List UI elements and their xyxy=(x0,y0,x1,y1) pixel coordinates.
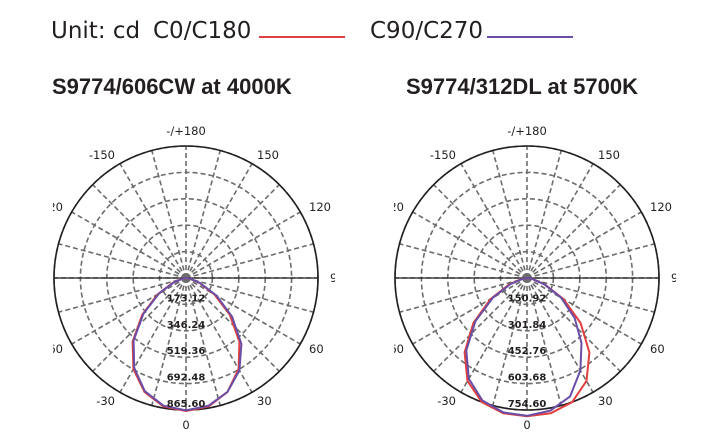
angle-label: -60 xyxy=(53,342,63,356)
grid-spoke xyxy=(58,243,187,279)
angle-label: 150 xyxy=(598,148,620,162)
chart-title-left: S9774/606CW at 4000K xyxy=(52,74,292,99)
angle-label: -30 xyxy=(437,394,456,408)
radial-tick-label: 452.76 xyxy=(508,346,547,357)
legend-series-c0-c180-swatch xyxy=(259,36,345,38)
grid-spoke xyxy=(185,277,314,313)
legend: Unit: cd C0/C180 C90/C270 xyxy=(51,14,611,48)
grid-spoke xyxy=(526,277,562,406)
legend-series-c90-c270-label: C90/C270 xyxy=(370,18,484,44)
grid-spoke xyxy=(526,243,655,279)
grid-spoke xyxy=(71,277,187,345)
angle-label: 0 xyxy=(182,418,189,432)
grid-spoke xyxy=(399,243,528,279)
grid-spoke xyxy=(399,277,528,313)
grid-spoke xyxy=(460,277,528,393)
radial-tick-label: 754.60 xyxy=(508,399,547,410)
grid-spoke xyxy=(526,211,642,279)
radial-tick-label: 173.12 xyxy=(167,293,206,304)
grid-spoke xyxy=(460,163,528,279)
radial-tick-label: 346.24 xyxy=(167,320,206,331)
radial-tick-label: 519.36 xyxy=(167,346,206,357)
angle-label: 60 xyxy=(650,342,665,356)
grid-spoke xyxy=(185,163,253,279)
grid-spoke xyxy=(526,184,621,279)
grid-spoke xyxy=(526,277,594,393)
angle-label: 30 xyxy=(598,394,613,408)
grid-spoke xyxy=(526,150,562,279)
angle-label: -/+180 xyxy=(166,126,206,138)
angle-label: 30 xyxy=(257,394,272,408)
grid-spoke xyxy=(119,277,187,393)
grid-spoke xyxy=(526,277,621,372)
angle-label: 60 xyxy=(309,342,324,356)
angle-label: 120 xyxy=(650,200,672,214)
grid-spoke xyxy=(151,277,187,406)
grid-spoke xyxy=(526,277,655,313)
grid-spoke xyxy=(92,184,187,279)
angle-label: -150 xyxy=(89,148,115,162)
grid-spoke xyxy=(412,211,528,279)
angle-label: 0 xyxy=(523,418,530,432)
grid-spoke xyxy=(185,277,253,393)
radial-tick-label: 150.92 xyxy=(508,293,547,304)
grid-spoke xyxy=(433,277,528,372)
angle-label: 90 xyxy=(671,271,676,285)
grid-spoke xyxy=(58,277,187,313)
grid-spoke xyxy=(412,277,528,345)
grid-spoke xyxy=(185,277,301,345)
grid-spoke xyxy=(433,184,528,279)
angle-label: -120 xyxy=(394,200,404,214)
polar-chart-left: 173.12 346.24 519.36 692.48 865.60 -/+180 150 -… xyxy=(53,126,335,432)
polar-chart-right: 150.92 301.84 452.76 603.68 754.60 -/+180 150 -… xyxy=(394,126,676,432)
angle-label: -30 xyxy=(96,394,115,408)
legend-series-c90-c270-swatch xyxy=(487,36,573,38)
grid-spoke xyxy=(526,277,642,345)
grid-spoke xyxy=(185,150,221,279)
grid-spoke xyxy=(119,163,187,279)
radial-tick-label: 865.60 xyxy=(167,399,206,410)
series-curve-c90-c270 xyxy=(465,277,583,417)
angle-label: -60 xyxy=(394,342,404,356)
radial-tick-label: 603.68 xyxy=(508,373,547,384)
grid-spoke xyxy=(185,211,301,279)
angle-label: -/+180 xyxy=(507,126,547,138)
grid-spoke xyxy=(185,184,280,279)
legend-series-c0-c180-label: C0/C180 xyxy=(153,18,252,44)
angle-label: 120 xyxy=(309,200,331,214)
unit-label: Unit: cd xyxy=(51,18,141,44)
series-curve-c90-c270 xyxy=(132,277,243,412)
angle-label: 150 xyxy=(257,148,279,162)
grid-spoke xyxy=(71,211,187,279)
chart-title-right: S9774/312DL at 5700K xyxy=(406,74,638,99)
radial-tick-label: 301.84 xyxy=(508,320,547,331)
grid-spoke xyxy=(151,150,187,279)
grid-spoke xyxy=(492,277,528,406)
angle-label: -120 xyxy=(53,200,63,214)
radial-tick-label: 692.48 xyxy=(167,373,206,384)
angle-label: 90 xyxy=(330,271,335,285)
grid-spoke xyxy=(492,150,528,279)
grid-spoke xyxy=(185,243,314,279)
grid-spoke xyxy=(526,163,594,279)
grid-spoke xyxy=(185,277,221,406)
angle-label: -150 xyxy=(430,148,456,162)
